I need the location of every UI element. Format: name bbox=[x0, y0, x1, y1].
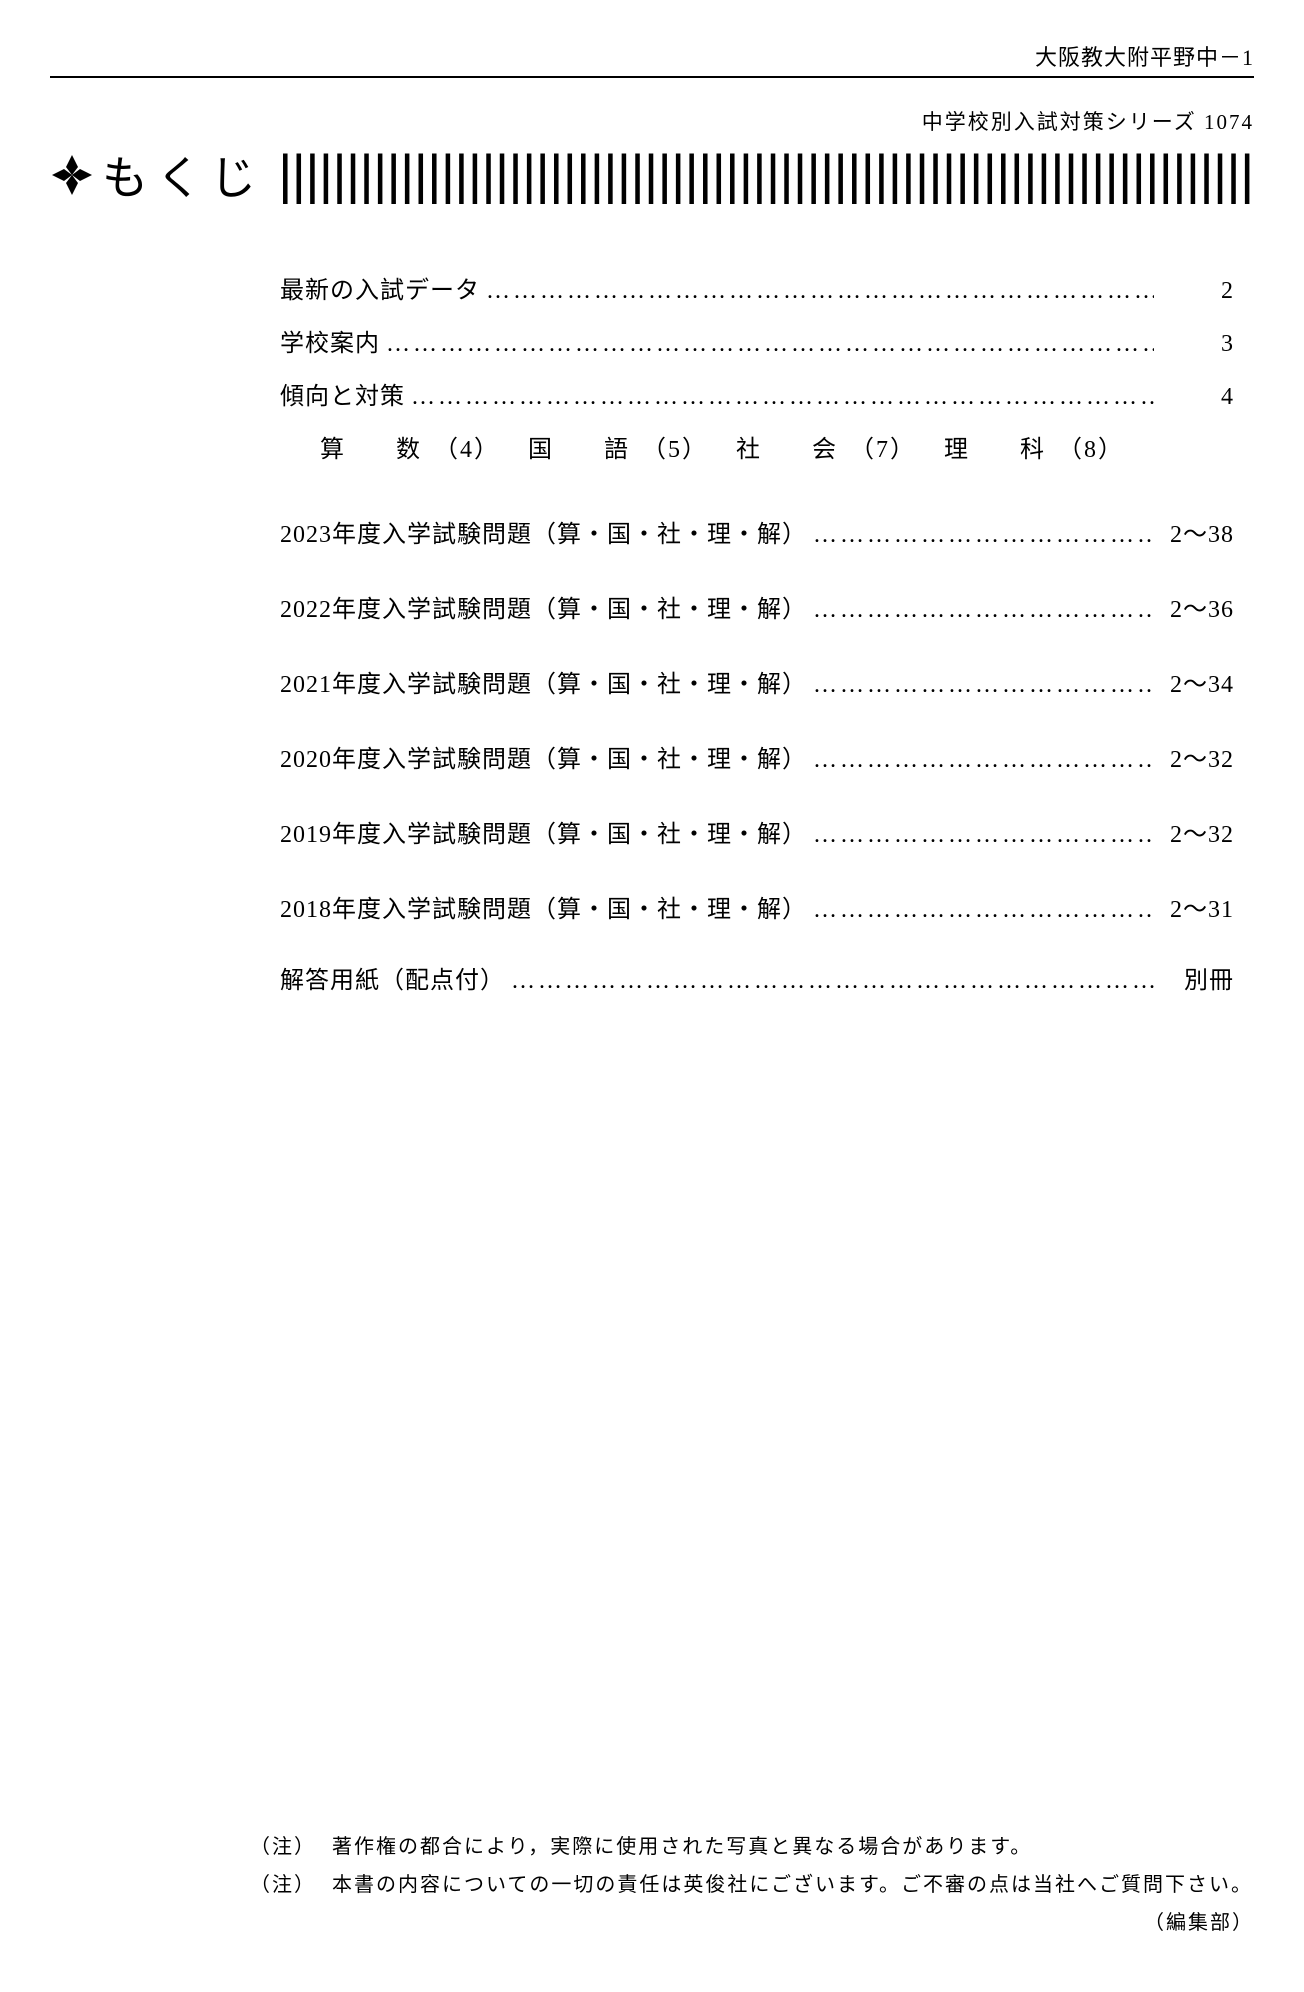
toc-exam-section: 2023年度入学試験問題（算・国・社・理・解）……………………………………………… bbox=[280, 514, 1234, 924]
toc-label: 傾向と対策 bbox=[280, 376, 405, 411]
toc-dots: …………………………………………………………………………………………………………… bbox=[807, 747, 1154, 774]
toc-page: 4 bbox=[1154, 384, 1234, 411]
toc-dots: …………………………………………………………………………………………………………… bbox=[807, 597, 1154, 624]
toc-page: 3 bbox=[1154, 331, 1234, 358]
toc-label: 解答用紙（配点付） bbox=[280, 960, 505, 995]
toc-label: 2021年度入学試験問題（算・国・社・理・解） bbox=[280, 664, 807, 699]
toc-row: 学校案内………………………………………………………………………………………………… bbox=[280, 323, 1234, 358]
toc-row: 2023年度入学試験問題（算・国・社・理・解）……………………………………………… bbox=[280, 514, 1234, 549]
toc-label: 2019年度入学試験問題（算・国・社・理・解） bbox=[280, 814, 807, 849]
toc-page: 別冊 bbox=[1154, 960, 1234, 995]
toc-top-section: 最新の入試データ……………………………………………………………………………………… bbox=[280, 270, 1234, 411]
toc-page: 2 bbox=[1154, 278, 1234, 305]
page-container: 大阪教大附平野中－1 中学校別入試対策シリーズ 1074 もくじ |||||||… bbox=[0, 0, 1304, 1992]
toc-label: 2022年度入学試験問題（算・国・社・理・解） bbox=[280, 589, 807, 624]
toc-label: 2018年度入学試験問題（算・国・社・理・解） bbox=[280, 889, 807, 924]
toc-answer-sheet-row: 解答用紙（配点付） ………………………………………………………………………………… bbox=[280, 960, 1234, 995]
toc-row: 最新の入試データ……………………………………………………………………………………… bbox=[280, 270, 1234, 305]
toc-page: 2～31 bbox=[1154, 889, 1234, 924]
toc-row: 2022年度入学試験問題（算・国・社・理・解）……………………………………………… bbox=[280, 589, 1234, 624]
subject-item: 国 語（5） bbox=[528, 437, 736, 463]
toc-page: 2～36 bbox=[1154, 589, 1234, 624]
toc-page: 2～34 bbox=[1154, 664, 1234, 699]
toc-row: 2019年度入学試験問題（算・国・社・理・解）……………………………………………… bbox=[280, 814, 1234, 849]
toc-row: 2021年度入学試験問題（算・国・社・理・解）……………………………………………… bbox=[280, 664, 1234, 699]
note-text: 本書の内容についての一切の責任は英俊社にございます。ご不審の点は当社へご質問下さ… bbox=[332, 1866, 1253, 1904]
toc-dots: …………………………………………………………………………………………………………… bbox=[380, 331, 1154, 358]
header-school-label: 大阪教大附平野中－1 bbox=[50, 40, 1254, 78]
subject-item: 理 科（8） bbox=[944, 437, 1152, 463]
toc-row: 2020年度入学試験問題（算・国・社・理・解）……………………………………………… bbox=[280, 739, 1234, 774]
toc-dots: …………………………………………………………………………………………………………… bbox=[807, 522, 1154, 549]
title-bar-decoration: ||||||||||||||||||||||||||||||||||||||||… bbox=[278, 146, 1254, 204]
toc-page: 2～38 bbox=[1154, 514, 1234, 549]
note-text: 著作権の都合により，実際に使用された写真と異なる場合があります。 bbox=[332, 1828, 1032, 1866]
diamond-icon bbox=[50, 153, 94, 197]
toc-label: 2023年度入学試験問題（算・国・社・理・解） bbox=[280, 514, 807, 549]
footer-notes: （注） 著作権の都合により，実際に使用された写真と異なる場合があります。 （注）… bbox=[250, 1828, 1254, 1942]
toc-row: 2018年度入学試験問題（算・国・社・理・解）……………………………………………… bbox=[280, 889, 1234, 924]
note-row: （注） 本書の内容についての一切の責任は英俊社にございます。ご不審の点は当社へご… bbox=[250, 1866, 1254, 1904]
note-tag: （注） bbox=[250, 1866, 316, 1904]
toc-row: 傾向と対策……………………………………………………………………………………………… bbox=[280, 376, 1234, 411]
note-tag: （注） bbox=[250, 1828, 316, 1866]
toc-page: 2～32 bbox=[1154, 814, 1234, 849]
toc-dots: …………………………………………………………………………………………………………… bbox=[807, 897, 1154, 924]
toc-dots: …………………………………………………………………………………………………………… bbox=[807, 672, 1154, 699]
title-row: もくじ ||||||||||||||||||||||||||||||||||||… bbox=[50, 140, 1254, 210]
toc-label: 2020年度入学試験問題（算・国・社・理・解） bbox=[280, 739, 807, 774]
toc-page: 2～32 bbox=[1154, 739, 1234, 774]
note-row: （注） 著作権の都合により，実際に使用された写真と異なる場合があります。 bbox=[250, 1828, 1254, 1866]
toc-dots: …………………………………………………………………………………………………………… bbox=[807, 822, 1154, 849]
toc-dots: …………………………………………………………………………………………………………… bbox=[405, 384, 1154, 411]
toc-dots: …………………………………………………………………………………………………………… bbox=[505, 968, 1154, 995]
toc-label: 最新の入試データ bbox=[280, 270, 480, 305]
toc-label: 学校案内 bbox=[280, 323, 380, 358]
subject-item: 算 数（4） bbox=[320, 437, 528, 463]
subject-item: 社 会（7） bbox=[736, 437, 944, 463]
table-of-contents: 最新の入試データ……………………………………………………………………………………… bbox=[280, 270, 1234, 995]
toc-dots: …………………………………………………………………………………………………………… bbox=[480, 278, 1154, 305]
editor-label: （編集部） bbox=[250, 1904, 1254, 1942]
series-label: 中学校別入試対策シリーズ 1074 bbox=[50, 106, 1254, 136]
subjects-row: 算 数（4）国 語（5）社 会（7）理 科（8） bbox=[320, 429, 1234, 464]
page-title: もくじ bbox=[102, 142, 264, 208]
